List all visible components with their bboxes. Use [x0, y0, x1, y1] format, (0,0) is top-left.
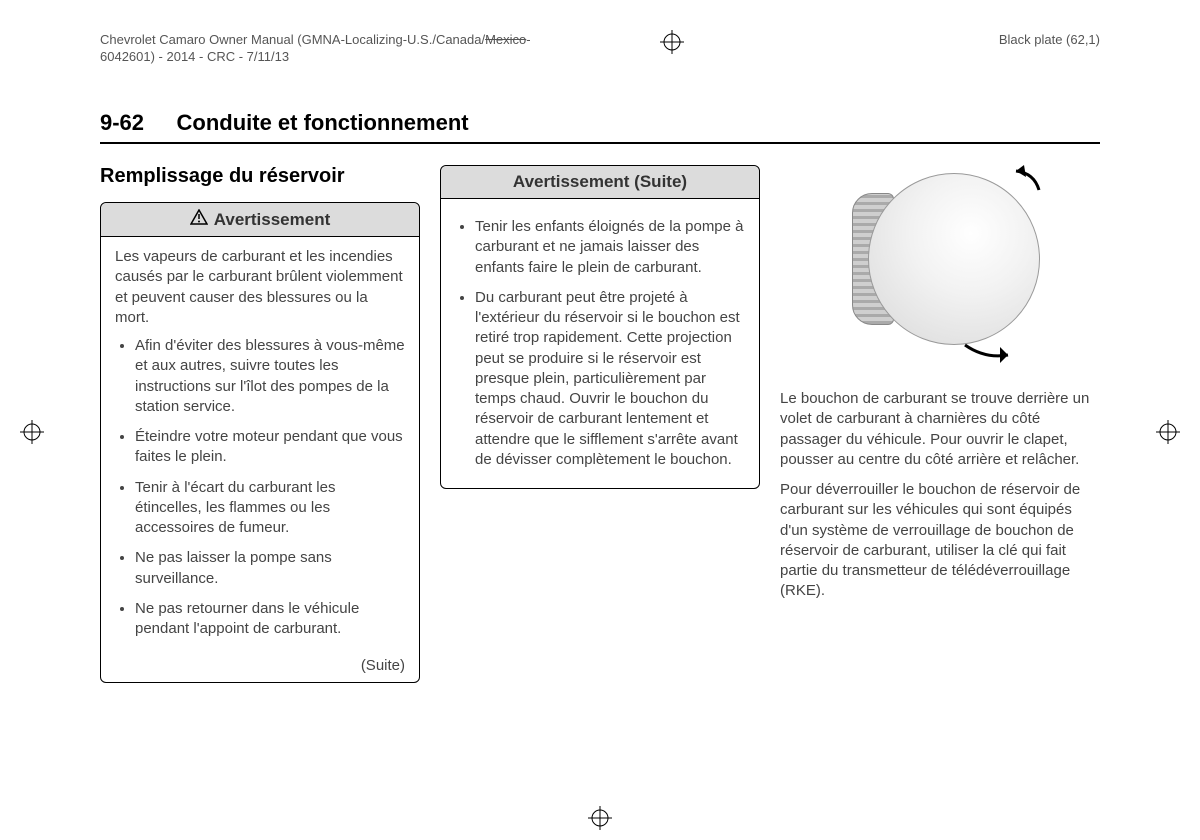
body-text: Le bouchon de carburant se trouve derriè…	[780, 389, 1100, 602]
warning-bullet: Ne pas laisser la pompe sans surveillanc…	[135, 548, 405, 589]
paragraph: Pour déverrouiller le bouchon de réservo…	[780, 480, 1100, 602]
section-heading: Remplissage du réservoir	[100, 165, 420, 188]
warning-bullet: Du carburant peut être projeté à l'extér…	[475, 288, 745, 470]
crop-mark-icon	[588, 806, 612, 830]
warning-header: Avertissement (Suite)	[441, 166, 759, 199]
header-line1-suffix: -	[526, 32, 530, 47]
warning-continued: (Suite)	[101, 657, 419, 682]
arrow-right-icon	[960, 337, 1020, 367]
warning-bullet: Afin d'éviter des blessures à vous-même …	[135, 336, 405, 417]
column-3: Le bouchon de carburant se trouve derriè…	[780, 165, 1100, 683]
warning-box-continued: Avertissement (Suite) Tenir les enfants …	[440, 165, 760, 489]
header-left: Chevrolet Camaro Owner Manual (GMNA-Loca…	[100, 32, 531, 66]
paragraph: Le bouchon de carburant se trouve derriè…	[780, 389, 1100, 470]
document-header: Chevrolet Camaro Owner Manual (GMNA-Loca…	[100, 32, 1100, 66]
warning-title: Avertissement (Suite)	[513, 172, 687, 192]
warning-title: Avertissement	[214, 210, 331, 230]
header-line1-prefix: Chevrolet Camaro Owner Manual (GMNA-Loca…	[100, 32, 485, 47]
warning-bullet: Ne pas retourner dans le véhicule pendan…	[135, 599, 405, 640]
column-1: Remplissage du réservoir Avertissement L…	[100, 165, 420, 683]
header-line1-strike: Mexico	[485, 32, 526, 47]
warning-triangle-icon	[190, 209, 208, 230]
crop-mark-icon	[20, 420, 44, 444]
warning-intro: Les vapeurs de carburant et les incendie…	[115, 247, 405, 328]
column-2: Avertissement (Suite) Tenir les enfants …	[440, 165, 760, 683]
warning-body: Tenir les enfants éloignés de la pompe à…	[441, 199, 759, 488]
fuel-cap-illustration	[830, 165, 1050, 375]
warning-header: Avertissement	[101, 203, 419, 237]
arrow-up-icon	[1004, 165, 1044, 195]
warning-box: Avertissement Les vapeurs de carburant e…	[100, 202, 420, 683]
crop-mark-icon	[1156, 420, 1180, 444]
page-number: 9-62	[100, 110, 144, 135]
header-line2: 6042601) - 2014 - CRC - 7/11/13	[100, 49, 289, 64]
header-right: Black plate (62,1)	[999, 32, 1100, 66]
page-title: Conduite et fonctionnement	[177, 110, 469, 135]
warning-bullet: Éteindre votre moteur pendant que vous f…	[135, 427, 405, 468]
cap-circle-icon	[868, 173, 1040, 345]
warning-bullet: Tenir à l'écart du carburant les étincel…	[135, 478, 405, 539]
page-title-bar: 9-62 Conduite et fonctionnement	[100, 110, 1100, 144]
warning-body: Les vapeurs de carburant et les incendie…	[101, 237, 419, 657]
warning-bullet: Tenir les enfants éloignés de la pompe à…	[475, 217, 745, 278]
